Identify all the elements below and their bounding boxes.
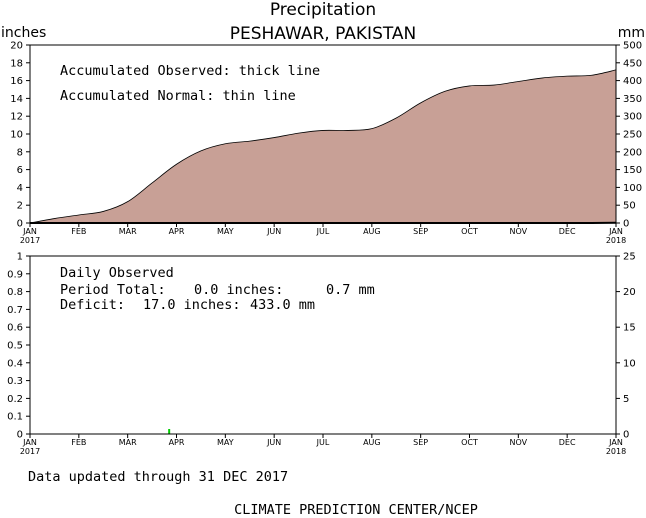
accumulated-normal-area — [30, 69, 616, 223]
right-tick-label: 150 — [623, 165, 642, 176]
right-tick-label: 5 — [623, 394, 629, 405]
month-label: NOV — [510, 438, 528, 447]
left-tick-label: 0.9 — [7, 269, 23, 280]
source-credit: CLIMATE PREDICTION CENTER/NCEP — [234, 502, 478, 518]
month-label: JAN — [22, 438, 37, 447]
month-label: MAR — [119, 227, 137, 236]
month-label: FEB — [71, 227, 86, 236]
deficit-inches: 17.0 inches: — [143, 297, 241, 313]
left-tick-label: 14 — [10, 94, 23, 105]
month-label: OCT — [461, 438, 478, 447]
left-axis-unit: inches — [1, 25, 46, 41]
month-label: SEP — [413, 227, 428, 236]
start-year-label: 2017 — [20, 447, 40, 456]
left-tick-label: 20 — [10, 41, 23, 52]
accumulated-panel: 0246810121416182005010015020025030035040… — [10, 41, 642, 246]
chart-subtitle: PESHAWAR, PAKISTAN — [230, 24, 417, 44]
normal-legend: Accumulated Normal: thin line — [60, 88, 296, 104]
start-year-label: 2017 — [20, 236, 40, 245]
month-label: FEB — [71, 438, 86, 447]
deficit-mm: 433.0 mm — [250, 297, 315, 313]
right-tick-label: 300 — [623, 112, 642, 123]
month-label: JAN — [22, 227, 37, 236]
month-label: APR — [169, 438, 185, 447]
left-tick-label: 0.2 — [7, 394, 23, 405]
right-tick-label: 0 — [623, 219, 629, 230]
daily-bar — [168, 429, 171, 434]
left-tick-label: 0.1 — [7, 412, 23, 423]
left-tick-label: 1 — [17, 252, 23, 263]
month-label: JUL — [316, 438, 330, 447]
left-tick-label: 0 — [17, 430, 23, 441]
right-tick-label: 200 — [623, 147, 642, 158]
month-label: JUL — [316, 227, 330, 236]
period-total-mm: 0.7 mm — [326, 282, 375, 298]
month-label: SEP — [413, 438, 428, 447]
period-total-inches: 0.0 inches: — [194, 282, 283, 298]
month-label: MAY — [217, 438, 234, 447]
end-year-label: 2018 — [606, 447, 626, 456]
observed-legend: Accumulated Observed: thick line — [60, 63, 320, 79]
deficit-label: Deficit: — [60, 297, 125, 313]
period-total-label: Period Total: — [60, 282, 166, 298]
left-tick-label: 2 — [17, 201, 23, 212]
right-tick-label: 10 — [623, 358, 636, 369]
month-label: AUG — [363, 438, 381, 447]
left-tick-label: 8 — [17, 147, 23, 158]
right-tick-label: 15 — [623, 323, 636, 334]
month-label: OCT — [461, 227, 478, 236]
right-axis-unit: mm — [618, 25, 645, 41]
data-updated-text: Data updated through 31 DEC 2017 — [28, 469, 288, 485]
left-tick-label: 0.8 — [7, 287, 23, 298]
left-tick-label: 0.4 — [7, 358, 23, 369]
month-label: DEC — [559, 227, 576, 236]
daily-panel: 00.10.20.30.40.50.60.70.80.910510152025J… — [7, 252, 636, 457]
right-tick-label: 25 — [623, 252, 636, 263]
left-tick-label: 12 — [10, 112, 23, 123]
month-label: JUN — [266, 227, 281, 236]
left-tick-label: 18 — [10, 58, 23, 69]
right-tick-label: 400 — [623, 76, 642, 87]
left-tick-label: 0.5 — [7, 341, 23, 352]
right-tick-label: 350 — [623, 94, 642, 105]
left-tick-label: 16 — [10, 76, 23, 87]
left-tick-label: 6 — [17, 165, 23, 176]
right-tick-label: 100 — [623, 183, 642, 194]
left-tick-label: 0.7 — [7, 305, 23, 316]
right-tick-label: 500 — [623, 41, 642, 52]
month-label: AUG — [363, 227, 381, 236]
month-label: JAN — [608, 438, 623, 447]
right-tick-label: 450 — [623, 58, 642, 69]
right-tick-label: 20 — [623, 287, 636, 298]
right-tick-label: 50 — [623, 201, 636, 212]
right-tick-label: 0 — [623, 430, 629, 441]
daily-frame — [29, 255, 617, 435]
month-label: JAN — [608, 227, 623, 236]
left-tick-label: 0.6 — [7, 323, 23, 334]
chart-title: Precipitation — [270, 0, 376, 20]
accumulated-frame — [29, 44, 617, 224]
month-label: APR — [169, 227, 185, 236]
right-tick-label: 250 — [623, 130, 642, 141]
month-label: MAY — [217, 227, 234, 236]
accumulated-normal-line — [29, 69, 617, 224]
left-tick-label: 4 — [17, 183, 23, 194]
left-tick-label: 10 — [10, 130, 23, 141]
daily-legend: Daily Observed — [60, 265, 174, 281]
left-tick-label: 0 — [17, 219, 23, 230]
end-year-label: 2018 — [606, 236, 626, 245]
month-label: NOV — [510, 227, 528, 236]
month-label: JUN — [266, 438, 281, 447]
month-label: MAR — [119, 438, 137, 447]
left-tick-label: 0.3 — [7, 376, 23, 387]
month-label: DEC — [559, 438, 576, 447]
